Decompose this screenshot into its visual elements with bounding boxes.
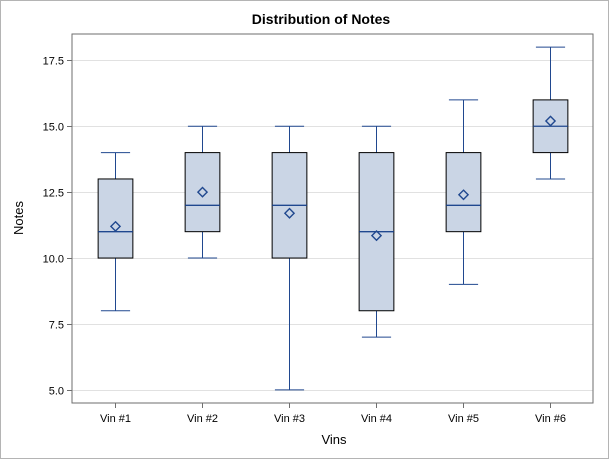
plot-area-border bbox=[71, 33, 594, 404]
y-tick-label: 17.5 bbox=[43, 56, 64, 68]
boxes bbox=[97, 46, 569, 391]
chart-title: Distribution of Notes bbox=[252, 11, 391, 27]
mean-marker bbox=[196, 186, 209, 198]
iqr-box bbox=[445, 152, 482, 233]
grid-lines bbox=[72, 60, 593, 391]
box-6 bbox=[532, 46, 569, 180]
box-4 bbox=[358, 125, 395, 338]
mean-marker bbox=[370, 230, 383, 242]
iqr-box bbox=[184, 152, 221, 233]
y-axis-ticks: 5.0 7.5 10.0 12.5 15.0 17.5 bbox=[43, 56, 72, 398]
x-tick-label: Vin #3 bbox=[274, 413, 305, 425]
y-tick-label: 12.5 bbox=[43, 188, 64, 200]
x-tick-label: Vin #2 bbox=[187, 413, 218, 425]
x-axis-label: Vins bbox=[321, 432, 347, 447]
y-tick-label: 5.0 bbox=[49, 386, 64, 398]
box-2 bbox=[184, 125, 221, 259]
mean-marker bbox=[544, 115, 557, 127]
box-3 bbox=[271, 125, 308, 391]
mean-marker bbox=[283, 207, 296, 219]
mean-marker bbox=[109, 220, 122, 232]
x-tick-label: Vin #5 bbox=[448, 413, 479, 425]
y-axis-label: Notes bbox=[11, 201, 26, 235]
y-tick-label: 10.0 bbox=[43, 254, 64, 266]
y-tick-label: 7.5 bbox=[49, 320, 64, 332]
box-1 bbox=[97, 152, 134, 312]
x-axis-ticks: Vin #1 Vin #2 Vin #3 Vin #4 Vin #5 Vin #6 bbox=[100, 403, 566, 425]
x-tick-label: Vin #6 bbox=[535, 413, 566, 425]
x-tick-label: Vin #4 bbox=[361, 413, 392, 425]
iqr-box bbox=[97, 178, 134, 259]
mean-marker bbox=[457, 189, 470, 201]
x-tick-label: Vin #1 bbox=[100, 413, 131, 425]
box-5 bbox=[445, 99, 482, 285]
y-tick-label: 15.0 bbox=[43, 122, 64, 134]
axes bbox=[71, 33, 594, 404]
